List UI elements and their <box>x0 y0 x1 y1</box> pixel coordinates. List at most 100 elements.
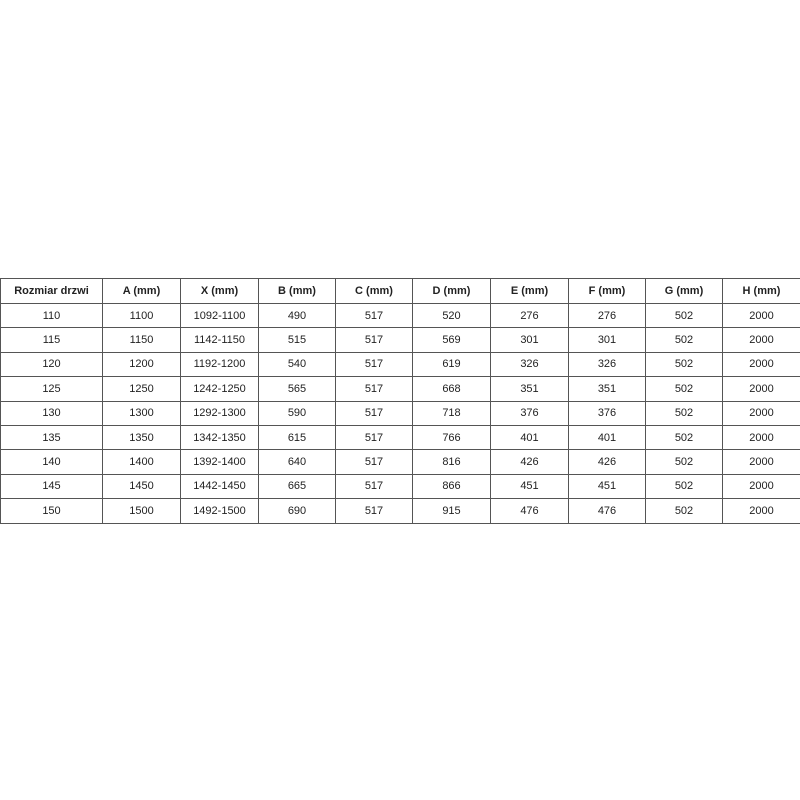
table-cell: 502 <box>645 400 723 426</box>
column-header: C (mm) <box>335 278 413 304</box>
table-cell: 351 <box>490 376 569 402</box>
table-cell: 2000 <box>722 449 800 475</box>
table-cell: 1442-1450 <box>180 473 259 500</box>
table-cell: 401 <box>490 424 569 451</box>
table-cell: 517 <box>335 327 413 353</box>
table-cell: 690 <box>258 498 336 524</box>
table-cell: 2000 <box>722 327 800 353</box>
table-cell: 115 <box>0 327 103 353</box>
table-cell: 451 <box>490 473 569 500</box>
table-cell: 140 <box>0 449 103 475</box>
column-header: D (mm) <box>412 278 491 304</box>
table-cell: 569 <box>412 327 491 353</box>
table-row: 135 1350 1342-1350 615 517 766 401 401 502 2000 <box>0 424 800 451</box>
table-cell: 590 <box>258 400 336 426</box>
table-cell: 145 <box>0 473 103 500</box>
table-cell: 1300 <box>102 400 181 426</box>
table-cell: 376 <box>568 400 646 426</box>
table-cell: 426 <box>490 449 569 475</box>
table-cell: 130 <box>0 400 103 426</box>
table-cell: 866 <box>412 473 491 500</box>
table-cell: 110 <box>0 302 103 329</box>
table-cell: 401 <box>568 424 646 451</box>
header-row: Rozmiar drzwi A (mm) X (mm) B (mm) C (mm) D (… <box>0 278 800 304</box>
table-cell: 502 <box>645 449 723 475</box>
table-row: 120 1200 1192-1200 540 517 619 326 326 502 2000 <box>0 351 800 378</box>
table-cell: 1400 <box>102 449 181 475</box>
column-header: Rozmiar drzwi <box>0 278 103 304</box>
table-cell: 816 <box>412 449 491 475</box>
table-row: 130 1300 1292-1300 590 517 718 376 376 502 2000 <box>0 400 800 426</box>
table-cell: 301 <box>490 327 569 353</box>
table-cell: 640 <box>258 449 336 475</box>
table-cell: 1100 <box>102 302 181 329</box>
table-cell: 1500 <box>102 498 181 524</box>
table-cell: 1450 <box>102 473 181 500</box>
table-cell: 515 <box>258 327 336 353</box>
table-cell: 135 <box>0 424 103 451</box>
table-cell: 451 <box>568 473 646 500</box>
table-cell: 1392-1400 <box>180 449 259 475</box>
table-cell: 2000 <box>722 400 800 426</box>
table-cell: 2000 <box>722 302 800 329</box>
table-cell: 517 <box>335 498 413 524</box>
table-cell: 351 <box>568 376 646 402</box>
column-header: E (mm) <box>490 278 569 304</box>
table-cell: 517 <box>335 302 413 329</box>
table-cell: 565 <box>258 376 336 402</box>
column-header: X (mm) <box>180 278 259 304</box>
table-cell: 490 <box>258 302 336 329</box>
table-cell: 502 <box>645 327 723 353</box>
table-cell: 517 <box>335 449 413 475</box>
table-row: 115 1150 1142-1150 515 517 569 301 301 502 2000 <box>0 327 800 353</box>
table-cell: 502 <box>645 473 723 500</box>
table-cell: 2000 <box>722 351 800 378</box>
table-cell: 668 <box>412 376 491 402</box>
table-cell: 517 <box>335 424 413 451</box>
table-cell: 1192-1200 <box>180 351 259 378</box>
table-cell: 718 <box>412 400 491 426</box>
table-cell: 517 <box>335 351 413 378</box>
table-cell: 517 <box>335 473 413 500</box>
table-cell: 520 <box>412 302 491 329</box>
table-cell: 276 <box>568 302 646 329</box>
table-cell: 1350 <box>102 424 181 451</box>
table-cell: 517 <box>335 400 413 426</box>
table-cell: 301 <box>568 327 646 353</box>
table-cell: 476 <box>568 498 646 524</box>
table-cell: 1092-1100 <box>180 302 259 329</box>
table-row: 110 1100 1092-1100 490 517 520 276 276 502 2000 <box>0 302 800 329</box>
table-cell: 2000 <box>722 376 800 402</box>
table-cell: 150 <box>0 498 103 524</box>
table-cell: 2000 <box>722 473 800 500</box>
table-cell: 376 <box>490 400 569 426</box>
table-cell: 502 <box>645 498 723 524</box>
table-cell: 326 <box>490 351 569 378</box>
table-cell: 615 <box>258 424 336 451</box>
table-row: 140 1400 1392-1400 640 517 816 426 426 502 2000 <box>0 449 800 475</box>
table-cell: 915 <box>412 498 491 524</box>
table-cell: 2000 <box>722 424 800 451</box>
table-cell: 1492-1500 <box>180 498 259 524</box>
table-row: 145 1450 1442-1450 665 517 866 451 451 502 2000 <box>0 473 800 500</box>
table-cell: 1250 <box>102 376 181 402</box>
table-cell: 502 <box>645 424 723 451</box>
table-cell: 517 <box>335 376 413 402</box>
table-cell: 1242-1250 <box>180 376 259 402</box>
column-header: G (mm) <box>645 278 723 304</box>
table-cell: 502 <box>645 376 723 402</box>
table-cell: 2000 <box>722 498 800 524</box>
table-cell: 1292-1300 <box>180 400 259 426</box>
table-cell: 476 <box>490 498 569 524</box>
table-cell: 276 <box>490 302 569 329</box>
table-cell: 125 <box>0 376 103 402</box>
column-header: A (mm) <box>102 278 181 304</box>
table-cell: 120 <box>0 351 103 378</box>
table-row: 125 1250 1242-1250 565 517 668 351 351 502 2000 <box>0 376 800 402</box>
column-header: F (mm) <box>568 278 646 304</box>
table-cell: 766 <box>412 424 491 451</box>
table-cell: 502 <box>645 302 723 329</box>
table-cell: 665 <box>258 473 336 500</box>
table-cell: 502 <box>645 351 723 378</box>
table-row: 150 1500 1492-1500 690 517 915 476 476 502 2000 <box>0 498 800 524</box>
